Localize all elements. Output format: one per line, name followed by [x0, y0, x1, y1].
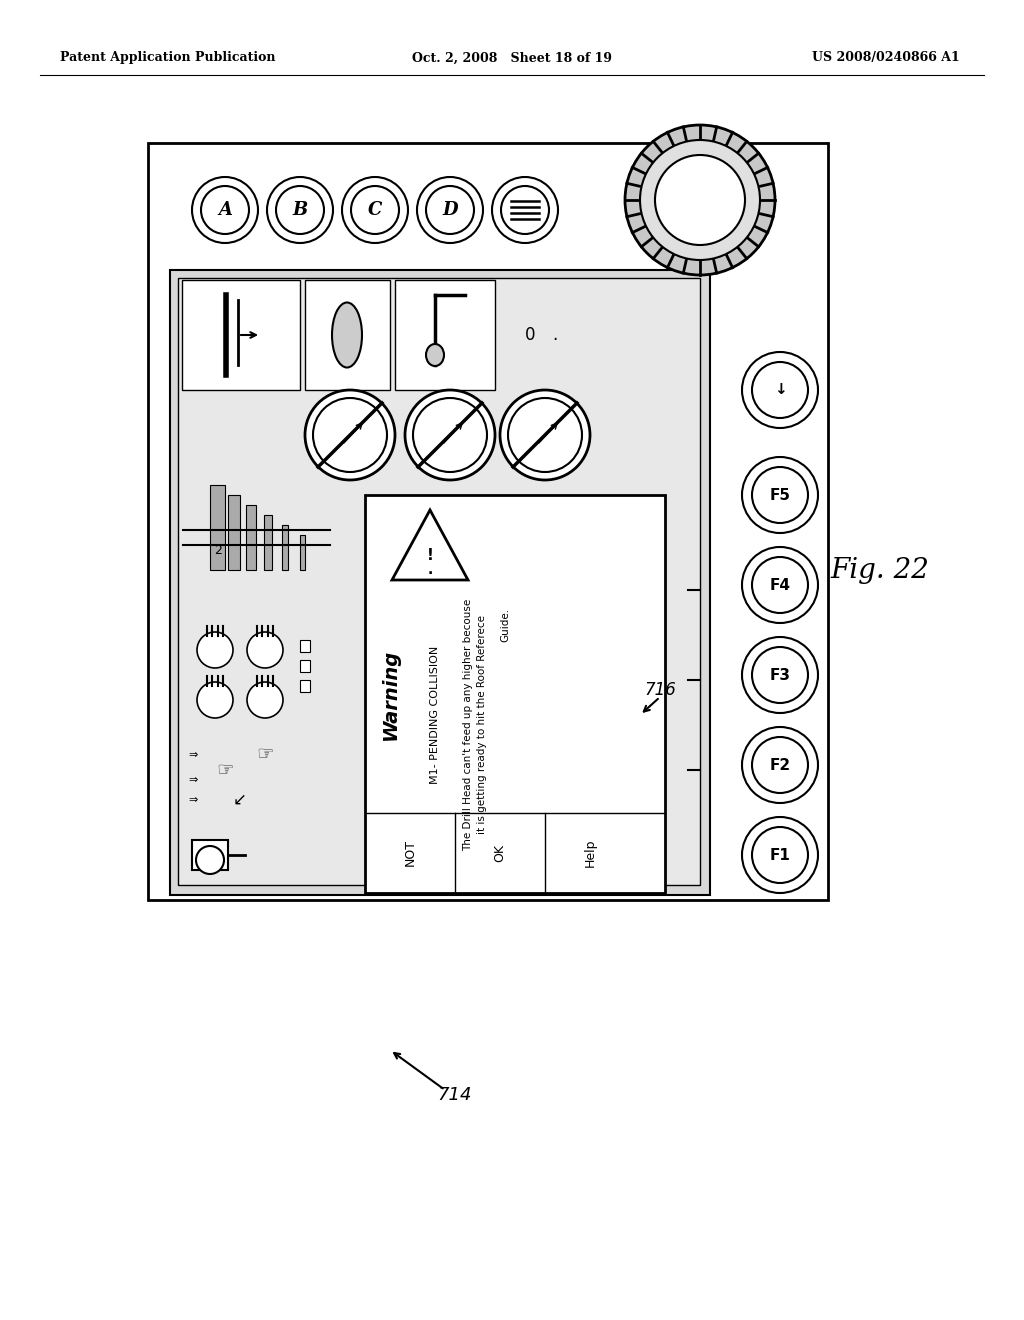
- Circle shape: [501, 186, 549, 234]
- Bar: [300, 660, 310, 672]
- Circle shape: [752, 647, 808, 704]
- Circle shape: [247, 632, 283, 668]
- Polygon shape: [392, 510, 468, 579]
- Circle shape: [625, 125, 775, 275]
- Bar: [246, 506, 256, 570]
- Text: Guide.: Guide.: [500, 609, 510, 642]
- Text: F4: F4: [769, 578, 791, 593]
- Text: ↙: ↙: [233, 791, 247, 809]
- Ellipse shape: [426, 345, 444, 366]
- Circle shape: [752, 737, 808, 793]
- Text: ☞: ☞: [216, 760, 233, 780]
- Circle shape: [742, 352, 818, 428]
- Bar: [170, 271, 710, 895]
- Circle shape: [492, 177, 558, 243]
- Text: F2: F2: [769, 758, 791, 772]
- Text: ⇒: ⇒: [188, 775, 198, 785]
- Circle shape: [655, 154, 745, 246]
- Text: Warning: Warning: [381, 648, 399, 739]
- Circle shape: [742, 727, 818, 803]
- Text: F1: F1: [770, 847, 791, 862]
- Circle shape: [742, 817, 818, 894]
- Circle shape: [417, 177, 483, 243]
- Circle shape: [342, 177, 408, 243]
- Text: .: .: [552, 326, 558, 345]
- Circle shape: [267, 177, 333, 243]
- Circle shape: [197, 682, 233, 718]
- Text: US 2008/0240866 A1: US 2008/0240866 A1: [812, 51, 961, 65]
- Text: ↓: ↓: [773, 383, 786, 397]
- Circle shape: [276, 186, 324, 234]
- Circle shape: [247, 682, 283, 718]
- Text: OK: OK: [494, 843, 507, 862]
- Circle shape: [201, 186, 249, 234]
- Bar: [193, 840, 228, 870]
- Bar: [305, 280, 390, 389]
- Text: 0: 0: [524, 326, 536, 345]
- Text: ☞: ☞: [256, 746, 273, 764]
- Text: F3: F3: [769, 668, 791, 682]
- Circle shape: [351, 186, 399, 234]
- Bar: [282, 525, 288, 570]
- Text: 2: 2: [214, 544, 222, 557]
- Text: A: A: [218, 201, 232, 219]
- Circle shape: [196, 846, 224, 874]
- Circle shape: [197, 632, 233, 668]
- Ellipse shape: [332, 302, 362, 367]
- Text: Help: Help: [584, 838, 597, 867]
- Circle shape: [500, 389, 590, 480]
- Circle shape: [742, 546, 818, 623]
- Circle shape: [426, 186, 474, 234]
- Text: M1- PENDING COLLISION: M1- PENDING COLLISION: [430, 645, 440, 784]
- Circle shape: [752, 557, 808, 612]
- Bar: [178, 279, 700, 884]
- Text: ⇒: ⇒: [188, 795, 198, 805]
- Text: B: B: [293, 201, 307, 219]
- Circle shape: [752, 467, 808, 523]
- Bar: [228, 495, 240, 570]
- Text: C: C: [368, 201, 382, 219]
- Text: .: .: [427, 564, 432, 577]
- Text: F5: F5: [769, 487, 791, 503]
- Bar: [300, 640, 310, 652]
- Bar: [300, 680, 310, 692]
- Text: 714: 714: [437, 1086, 472, 1104]
- Text: NOT: NOT: [403, 840, 417, 866]
- Circle shape: [742, 638, 818, 713]
- Circle shape: [508, 399, 582, 473]
- Bar: [365, 495, 665, 894]
- Circle shape: [640, 140, 760, 260]
- Circle shape: [752, 828, 808, 883]
- Circle shape: [413, 399, 487, 473]
- Bar: [210, 484, 225, 570]
- Circle shape: [193, 177, 258, 243]
- Text: Oct. 2, 2008   Sheet 18 of 19: Oct. 2, 2008 Sheet 18 of 19: [412, 51, 612, 65]
- Text: !: !: [427, 548, 433, 562]
- Bar: [182, 280, 300, 389]
- Text: Patent Application Publication: Patent Application Publication: [60, 51, 275, 65]
- Bar: [395, 280, 495, 389]
- Bar: [264, 515, 272, 570]
- Circle shape: [305, 389, 395, 480]
- Text: 716: 716: [644, 681, 676, 700]
- Text: ⇒: ⇒: [188, 750, 198, 760]
- Text: Fig. 22: Fig. 22: [830, 557, 930, 583]
- Circle shape: [406, 389, 495, 480]
- Text: D: D: [442, 201, 458, 219]
- Text: The Drill Head can't feed up any higher becouse
it is getting ready to hit the R: The Drill Head can't feed up any higher …: [464, 599, 486, 851]
- Bar: [148, 143, 828, 900]
- Circle shape: [313, 399, 387, 473]
- Bar: [300, 535, 305, 570]
- Circle shape: [742, 457, 818, 533]
- Circle shape: [752, 362, 808, 418]
